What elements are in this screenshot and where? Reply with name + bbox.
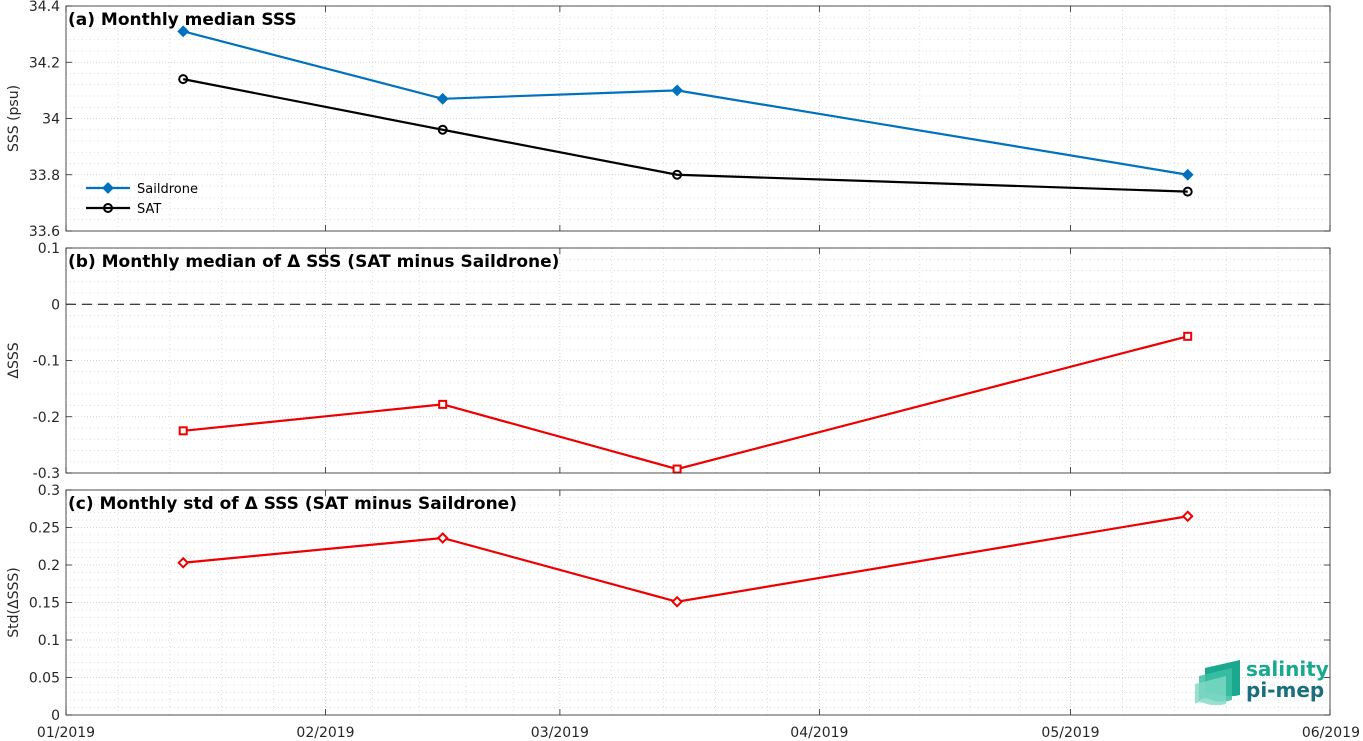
salinity-pi-mep-logo: salinity pi-mep [1195,657,1329,706]
x-tick-label: 05/2019 [1041,725,1099,741]
y-tick-label: 34.4 [29,0,60,15]
legend-label: Saildrone [137,182,198,197]
series-line-saildrone [182,30,1188,176]
y-tick-label: 0.3 [38,483,60,499]
legend-label: SAT [137,202,161,217]
y-axis-label: SSS (psu) [6,85,22,152]
y-tick-label: 33.6 [29,224,60,240]
x-axis-date-ticks: 01/2019 02/2019 03/2019 04/2019 05/2019 06/20… [37,725,1360,741]
panel-c-std-delta-sss: 0 0.05 0.1 0.15 0.2 0.25 0.3 Std(ΔSSS) (c) Month… [6,483,1331,724]
x-tick-label: 03/2019 [531,725,589,741]
data-point [1181,510,1194,523]
data-point [1181,168,1194,181]
data-point [437,124,448,135]
data-point [1183,331,1193,341]
data-point [671,84,683,97]
panel-b-median-delta-sss: -0.3 -0.2 -0.1 0 0.1 ΔSSS (b) Monthly median o… [6,241,1331,482]
legend-marker [103,203,113,213]
data-point [178,74,189,85]
data-point [177,25,190,38]
logo-text-salinity: salinity [1246,657,1329,681]
y-tick-label: 34 [42,112,60,128]
y-tick-label: 0.15 [29,596,60,612]
data-point [178,426,188,436]
legend: Saildrone SAT [86,182,198,217]
data-point [438,399,448,409]
data-point [672,464,682,474]
data-point [177,556,190,569]
series-line-series-0 [183,515,1188,603]
y-tick-label: 0.1 [38,241,60,257]
logo-text-pi-mep: pi-mep [1246,678,1324,702]
data-point [436,532,449,544]
x-tick-label: 06/2019 [1302,725,1360,741]
panel-a-median-sss: 33.6 33.8 34 34.2 34.4 SSS (psu) (a) Monthly m… [6,0,1331,240]
data-point [436,92,449,105]
x-tick-label: 01/2019 [37,725,95,741]
y-axis-label: ΔSSS [6,342,22,378]
y-tick-label: -0.2 [33,410,60,426]
y-tick-label: 0.05 [29,671,60,687]
legend-marker [102,182,114,194]
y-tick-label: 0 [51,297,60,313]
panel-title: (a) Monthly median SSS [68,10,297,30]
y-tick-label: -0.1 [33,354,60,370]
series-line-sat [182,78,1188,193]
panel-title: (c) Monthly std of Δ SSS (SAT minus Sail… [68,494,517,514]
data-point [672,169,683,180]
y-tick-label: 0.1 [38,633,60,649]
y-tick-label: -0.3 [33,466,60,482]
x-tick-label: 04/2019 [790,725,848,741]
y-tick-label: 0.2 [38,558,60,574]
series-line-series-0 [183,335,1188,471]
y-axis-label: Std(ΔSSS) [6,567,22,637]
data-point [671,595,683,608]
data-point [1182,186,1193,197]
y-tick-label: 33.8 [29,168,60,184]
y-tick-label: 0 [51,708,60,724]
panel-title: (b) Monthly median of Δ SSS (SAT minus S… [68,252,559,272]
y-tick-label: 34.2 [29,55,60,71]
y-tick-label: 0.25 [29,521,60,537]
logo-waves-icon [1195,660,1240,706]
x-tick-label: 02/2019 [296,725,354,741]
